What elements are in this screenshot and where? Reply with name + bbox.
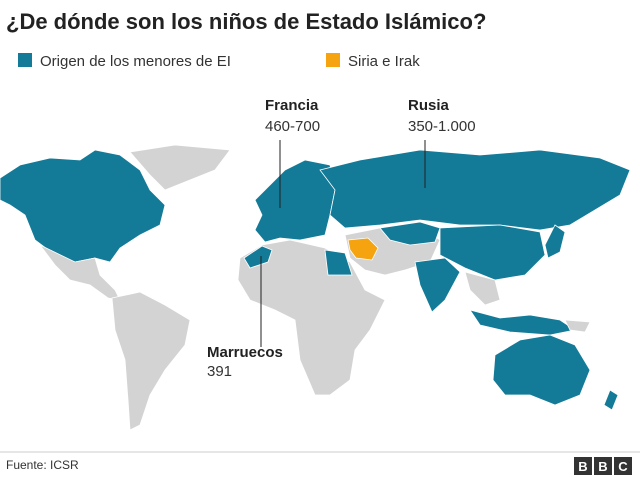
europe [254, 159, 336, 243]
southeast-asia [464, 271, 501, 306]
australia [492, 334, 591, 406]
bbc-logo: B B C [574, 457, 632, 475]
callout-name: Marruecos [207, 344, 283, 361]
africa [237, 239, 386, 396]
egypt [324, 249, 353, 276]
south-america [111, 291, 191, 431]
china [439, 224, 546, 281]
logo-letter: C [618, 459, 628, 474]
logo-letter: B [578, 459, 587, 474]
callout-name: Francia [265, 97, 319, 114]
source: Fuente: ICSR [6, 458, 79, 472]
callout-value: 460-700 [265, 118, 320, 135]
callout-value: 391 [207, 363, 232, 380]
north-america [0, 149, 166, 263]
world-map [0, 144, 631, 431]
logo-letter: B [598, 459, 607, 474]
india [414, 257, 461, 313]
legend-swatch [18, 53, 32, 67]
legend-swatch [326, 53, 340, 67]
central-asia [379, 221, 441, 246]
logo-box [614, 457, 632, 475]
papua [564, 319, 591, 333]
logo-box [574, 457, 592, 475]
new-zealand [603, 389, 619, 411]
legend-label: Origen de los menores de EI [40, 53, 231, 70]
indonesia [469, 309, 577, 336]
morocco [243, 245, 273, 269]
syria-iraq [347, 237, 379, 261]
legend-label: Siria e Irak [348, 53, 420, 70]
logo-box [594, 457, 612, 475]
callout-name: Rusia [408, 97, 450, 114]
japan [544, 224, 566, 259]
greenland [129, 144, 231, 191]
russia [319, 149, 631, 231]
callout-value: 350-1.000 [408, 118, 476, 135]
title: ¿De dónde son los niños de Estado Islámi… [6, 9, 486, 34]
